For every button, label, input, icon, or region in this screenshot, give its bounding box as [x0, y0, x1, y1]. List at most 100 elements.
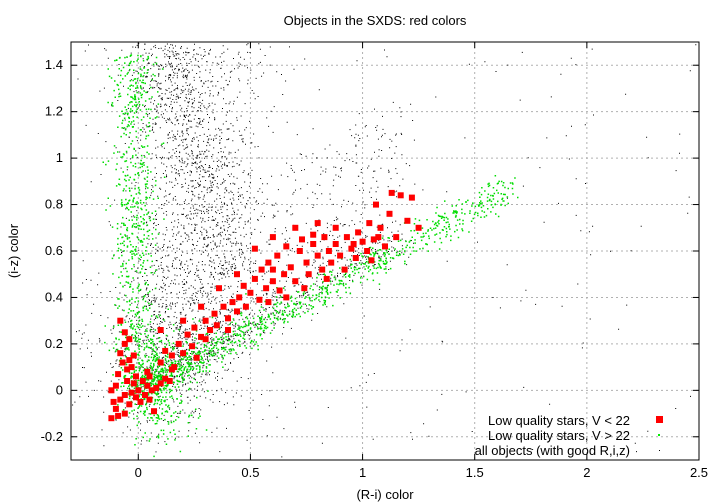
- red-point: [350, 241, 357, 247]
- dots-low-quality-faint: [102, 54, 519, 458]
- legend-label-all: all objects (with good R,i,z): [475, 443, 630, 458]
- red-point: [126, 336, 133, 343]
- red-point: [137, 398, 144, 405]
- red-point: [128, 389, 135, 396]
- red-point: [283, 243, 290, 250]
- red-point: [184, 331, 191, 338]
- red-point: [130, 380, 137, 387]
- red-point: [112, 382, 119, 389]
- red-point: [225, 327, 231, 333]
- red-point: [128, 364, 135, 371]
- red-point: [251, 275, 258, 282]
- red-point: [352, 255, 359, 261]
- red-point: [337, 252, 344, 259]
- red-point: [115, 412, 122, 419]
- red-point: [269, 234, 276, 241]
- series-all-objects: [72, 43, 697, 458]
- red-point: [144, 368, 151, 375]
- red-point: [332, 241, 339, 247]
- x-tick-label: 2.5: [690, 465, 708, 480]
- x-tick-label: 1: [359, 465, 366, 480]
- legend: Low quality stars, V < 22 Low quality st…: [475, 413, 663, 458]
- red-point: [198, 333, 205, 340]
- x-tick-label: 0.5: [241, 465, 259, 480]
- red-point: [124, 378, 131, 384]
- red-point: [348, 245, 355, 252]
- red-point: [296, 248, 303, 254]
- red-point: [314, 252, 321, 259]
- red-point: [305, 271, 312, 278]
- red-point: [157, 359, 164, 366]
- y-tick-label: 1: [56, 150, 63, 165]
- red-point: [292, 278, 299, 285]
- red-point: [133, 394, 139, 401]
- x-axis-label: (R-i) color: [356, 487, 414, 502]
- red-point: [180, 350, 187, 357]
- red-point: [281, 271, 288, 278]
- red-point: [115, 371, 122, 378]
- red-point: [276, 287, 283, 294]
- red-point: [157, 380, 164, 387]
- legend-label-faint: Low quality stars, V > 22: [488, 428, 630, 443]
- red-point: [386, 210, 393, 217]
- red-point: [310, 241, 317, 247]
- y-tick-label: 0.8: [45, 197, 63, 212]
- red-point: [191, 324, 198, 331]
- red-point: [119, 359, 126, 366]
- red-point: [153, 385, 160, 391]
- red-point: [108, 415, 115, 422]
- red-point: [189, 343, 196, 350]
- red-point: [325, 248, 332, 254]
- red-point: [388, 189, 395, 196]
- red-point: [314, 220, 321, 227]
- x-tick-labels: 0 0.5 1 1.5 2 2.5: [135, 465, 708, 480]
- red-point: [146, 396, 153, 403]
- red-point: [166, 378, 173, 384]
- red-point: [162, 375, 169, 382]
- red-point: [130, 352, 137, 359]
- red-point: [359, 238, 366, 245]
- red-point: [258, 266, 265, 273]
- red-point: [377, 224, 384, 231]
- red-point: [112, 405, 119, 412]
- red-point: [283, 294, 290, 301]
- red-point: [332, 224, 339, 231]
- red-point: [373, 201, 379, 208]
- axis-ticks: [71, 42, 700, 460]
- red-point: [151, 408, 157, 415]
- red-point: [375, 234, 382, 241]
- red-point: [323, 275, 330, 282]
- x-tick-label: 2: [583, 465, 590, 480]
- red-point: [242, 303, 249, 310]
- y-tick-label: 1.2: [45, 104, 63, 119]
- y-tick-labels: -0.2 0 0.2 0.4 0.6 0.8 1 1.2 1.4: [41, 57, 63, 444]
- red-point: [146, 373, 153, 380]
- red-point: [126, 401, 133, 408]
- red-point: [133, 373, 139, 380]
- red-point: [162, 347, 169, 354]
- red-point: [175, 340, 182, 347]
- y-tick-label: 0: [56, 382, 63, 397]
- red-point: [225, 315, 231, 322]
- y-tick-label: 0.6: [45, 243, 63, 258]
- legend-label-bright: Low quality stars, V < 22: [488, 413, 630, 428]
- series-low-quality-faint: [102, 54, 519, 458]
- red-point: [393, 234, 400, 241]
- red-point: [274, 252, 281, 259]
- red-point: [216, 285, 222, 292]
- red-point: [343, 234, 350, 241]
- red-point: [299, 236, 305, 243]
- red-point: [180, 317, 187, 324]
- red-point: [234, 308, 240, 315]
- red-point: [263, 285, 270, 292]
- red-point: [265, 299, 272, 306]
- red-point: [366, 220, 373, 227]
- red-point: [415, 224, 422, 231]
- red-point: [211, 310, 218, 317]
- red-point: [117, 396, 124, 403]
- red-point: [207, 327, 214, 333]
- dots-all-objects: [72, 43, 697, 458]
- red-point: [364, 248, 371, 254]
- red-point: [202, 336, 209, 343]
- red-point: [292, 224, 299, 231]
